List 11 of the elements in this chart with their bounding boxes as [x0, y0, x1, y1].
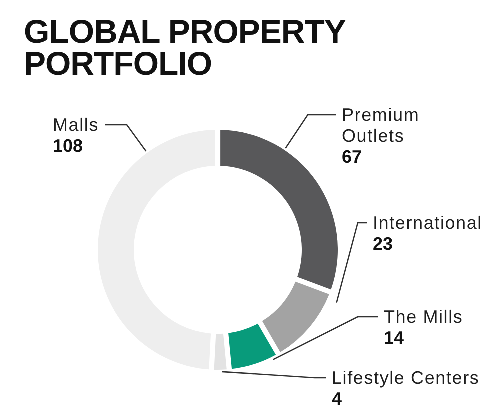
- data-label: 67: [342, 147, 362, 167]
- slice-label: Malls: [53, 115, 100, 135]
- chart-title: GLOBAL PROPERTY PORTFOLIO: [24, 13, 346, 82]
- slice-label: International: [373, 213, 482, 233]
- data-label: 23: [373, 234, 394, 254]
- slice-label: The Mills: [384, 307, 464, 327]
- slice-label: Lifestyle Centers: [332, 368, 480, 388]
- data-label: 108: [53, 136, 84, 156]
- data-label: 4: [332, 389, 342, 409]
- slice-label: Premium Outlets: [342, 105, 420, 146]
- data-label: 14: [384, 328, 404, 348]
